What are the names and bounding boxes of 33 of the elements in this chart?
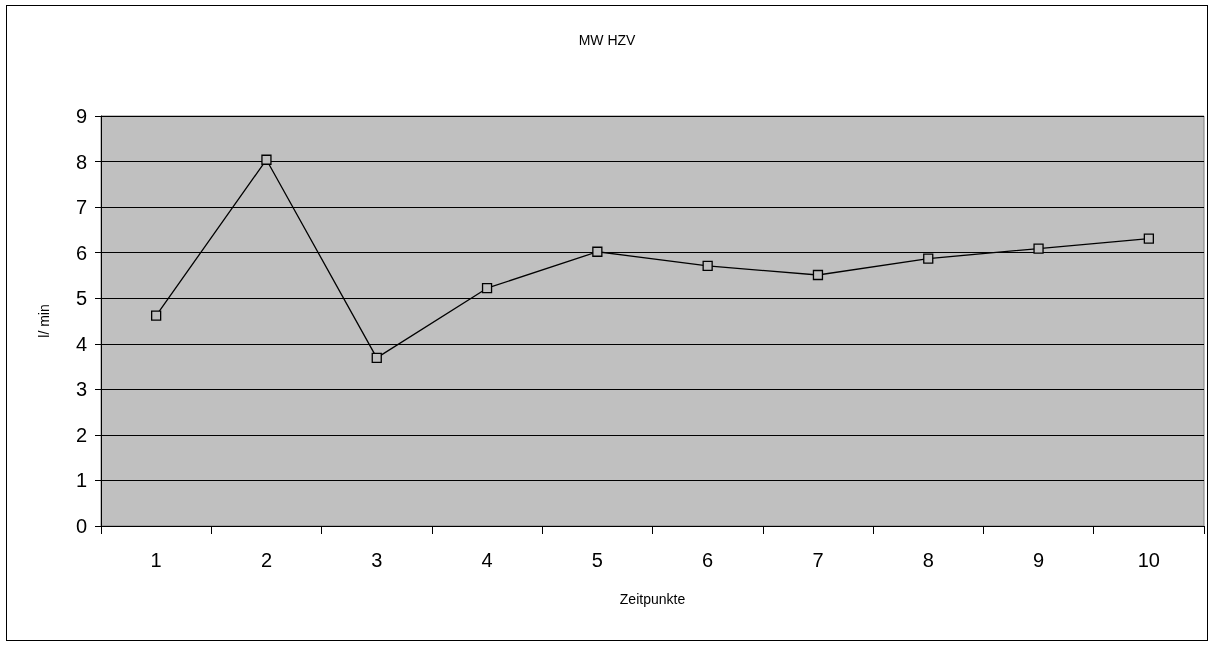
y-tick-label: 5 <box>75 287 87 310</box>
point <box>481 283 493 294</box>
x-tick-label: 8 <box>922 549 934 571</box>
x-tick-label: 5 <box>591 549 603 571</box>
y-tick-label: 3 <box>75 378 87 401</box>
x-axis-title: Zeitpunkte <box>619 591 686 607</box>
y-tick-label: 1 <box>75 469 87 492</box>
x-tick-label: 3 <box>371 549 383 571</box>
x-tick-label: 6 <box>702 549 714 571</box>
point <box>371 352 382 364</box>
y-tick-label: 6 <box>75 241 87 264</box>
y-axis-title: l/ min <box>36 304 52 338</box>
point <box>151 310 162 321</box>
x-tick-label: 1 <box>150 549 162 571</box>
x-tick-label: 2 <box>260 549 273 571</box>
x-tick-label: 7 <box>812 549 824 571</box>
y-tick-label: 4 <box>75 332 87 355</box>
point <box>261 154 272 165</box>
point <box>1143 233 1154 244</box>
x-tick-label: 10 <box>1137 549 1160 571</box>
y-tick-label: 0 <box>75 515 87 537</box>
chart-title: MW HZV <box>578 32 637 48</box>
point <box>1033 243 1044 254</box>
point <box>812 269 824 281</box>
point <box>923 253 934 264</box>
y-tick-label: 9 <box>75 105 87 127</box>
x-tick-label: 4 <box>481 549 493 571</box>
y-tick-label: 8 <box>75 150 87 173</box>
x-tick-label: 9 <box>1032 549 1045 571</box>
point <box>592 246 603 257</box>
y-tick-label: 7 <box>75 196 87 219</box>
y-tick-label: 2 <box>75 423 87 446</box>
point <box>702 260 713 272</box>
